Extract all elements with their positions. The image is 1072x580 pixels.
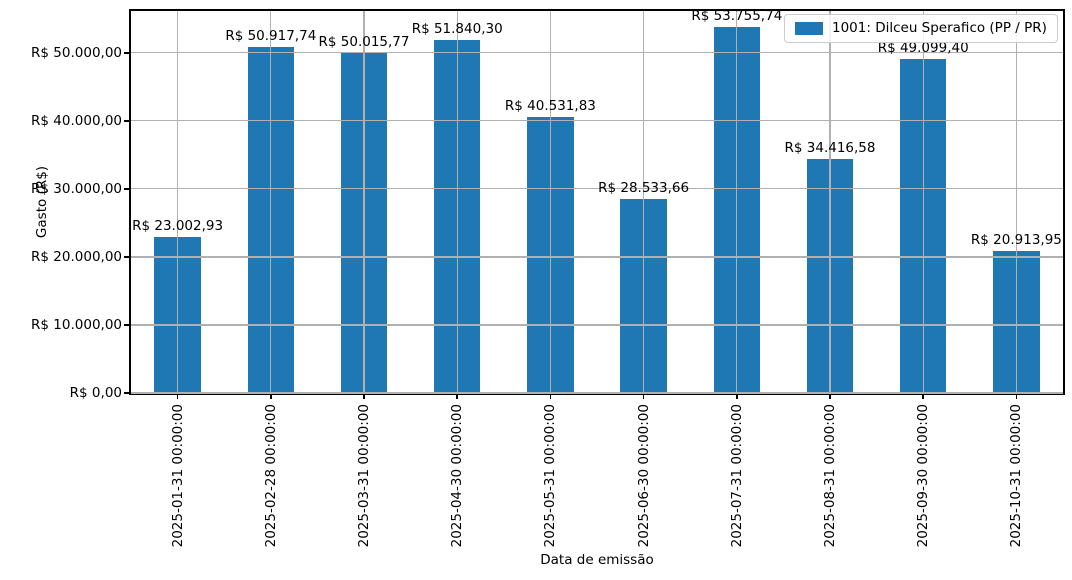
bar-value-label: R$ 51.840,30 — [411, 21, 503, 38]
x-gridline — [1015, 11, 1017, 393]
y-tick-label: R$ 0,00 — [69, 385, 122, 401]
x-gridline — [922, 11, 924, 393]
x-tick-label: 2025-07-31 00:00:00 — [728, 404, 745, 548]
x-gridline — [270, 11, 272, 393]
bar-value-label: R$ 20.913,95 — [970, 231, 1062, 248]
y-gridline — [131, 52, 1063, 54]
x-tick-mark — [176, 395, 179, 399]
y-tick-mark — [124, 188, 129, 190]
x-tick-mark — [829, 395, 831, 399]
x-tick-label: 2025-06-30 00:00:00 — [635, 404, 652, 548]
bar-value-label: R$ 50.015,77 — [318, 33, 410, 50]
y-axis-title: Gasto (R$) — [34, 165, 50, 239]
legend-series-label: 1001: Dilceu Sperafico (PP / PR) — [832, 20, 1047, 36]
plot-area: R$ 23.002,93 R$ 50.917,74 R$ 50.015,77 R$ 5… — [129, 9, 1065, 395]
y-tick-label: R$ 20.000,00 — [31, 248, 122, 265]
bar-value-label: R$ 53.755,74 — [691, 8, 783, 25]
y-tick-mark — [124, 324, 129, 326]
y-gridline — [131, 188, 1063, 190]
bar-value-label: R$ 49.099,40 — [877, 39, 969, 56]
y-tick-label: R$ 30.000,00 — [31, 180, 122, 197]
x-gridline — [363, 11, 365, 393]
x-tick-mark — [922, 395, 924, 399]
y-gridline — [131, 392, 1063, 394]
x-gridline — [549, 11, 551, 393]
y-tick-mark — [124, 392, 129, 394]
legend-swatch — [795, 22, 823, 35]
y-gridline — [131, 324, 1063, 326]
x-gridline — [829, 11, 831, 393]
x-gridline — [456, 11, 458, 393]
x-tick-label: 2025-03-31 00:00:00 — [356, 404, 372, 548]
y-tick-label: R$ 10.000,00 — [31, 316, 122, 333]
y-tick-mark — [124, 256, 129, 258]
x-tick-mark — [363, 395, 365, 399]
legend: 1001: Dilceu Sperafico (PP / PR) — [784, 14, 1058, 43]
x-tick-mark — [1015, 395, 1018, 399]
y-tick-label: R$ 40.000,00 — [31, 112, 122, 129]
x-tick-label: 2025-10-31 00:00:00 — [1008, 404, 1025, 548]
x-tick-label: 2025-01-31 00:00:00 — [169, 404, 186, 548]
bar-value-label: R$ 23.002,93 — [132, 217, 224, 234]
x-tick-mark — [270, 395, 272, 399]
y-tick-mark — [124, 52, 129, 54]
x-tick-mark — [642, 395, 645, 399]
bar-value-label: R$ 50.917,74 — [225, 27, 317, 44]
x-axis-title: Data de emissão — [540, 552, 654, 568]
bar-value-label: R$ 40.531,83 — [504, 98, 596, 115]
x-tick-label: 2025-09-30 00:00:00 — [915, 404, 932, 548]
x-gridline — [736, 11, 738, 393]
bar-value-label: R$ 28.533,66 — [598, 179, 690, 196]
x-tick-label: 2025-08-31 00:00:00 — [822, 404, 838, 548]
x-tick-mark — [549, 395, 552, 399]
y-tick-label: R$ 50.000,00 — [31, 44, 122, 61]
y-gridline — [131, 256, 1063, 258]
x-tick-mark — [736, 395, 738, 399]
y-tick-mark — [124, 120, 129, 122]
x-tick-label: 2025-02-28 00:00:00 — [262, 404, 279, 548]
x-gridline — [643, 11, 645, 393]
x-tick-label: 2025-04-30 00:00:00 — [449, 404, 466, 548]
x-tick-mark — [456, 395, 458, 399]
x-tick-label: 2025-05-31 00:00:00 — [542, 404, 559, 548]
x-gridline — [177, 11, 179, 393]
y-gridline — [131, 120, 1063, 122]
bar-value-label: R$ 34.416,58 — [784, 139, 876, 156]
